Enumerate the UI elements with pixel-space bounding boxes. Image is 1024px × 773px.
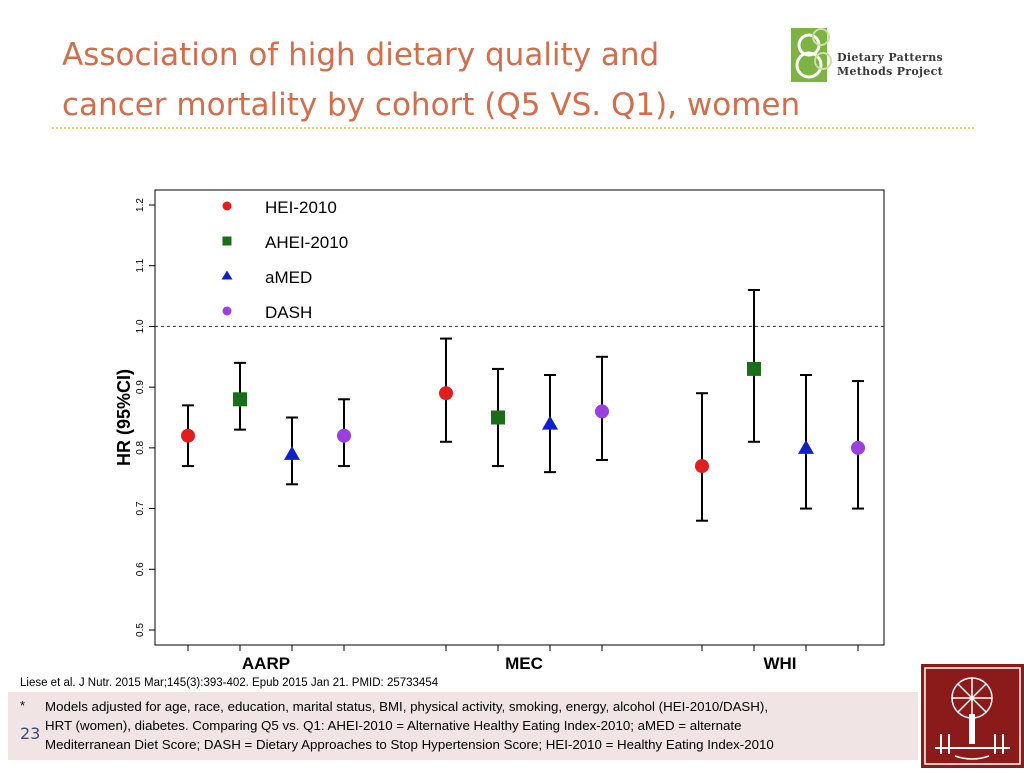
x-category-label: MEC xyxy=(505,654,543,673)
legend-item: DASH xyxy=(222,303,312,322)
y-tick-label: 0.9 xyxy=(135,380,146,394)
data-point xyxy=(491,367,505,468)
point-marker xyxy=(181,428,195,443)
point-marker xyxy=(798,439,814,454)
legend-marker xyxy=(222,201,232,211)
data-point xyxy=(695,392,709,522)
data-point xyxy=(542,374,558,474)
palmetto-seal-icon xyxy=(924,667,1021,765)
y-tick-label: 0.5 xyxy=(135,623,146,637)
x-category-label: AARP xyxy=(242,654,290,673)
data-point xyxy=(181,404,195,468)
legend-marker xyxy=(222,236,232,246)
x-category-label: WHI xyxy=(763,654,796,673)
slide-title-line-1: Association of high dietary quality and xyxy=(62,37,660,73)
legend-item: aMED xyxy=(221,268,312,287)
y-axis-label: HR (95%CI) xyxy=(114,369,134,466)
footnote-line-3: Mediterranean Diet Score; DASH = Dietary… xyxy=(45,737,774,752)
legend-label: AHEI-2010 xyxy=(265,233,348,252)
logo-text-line-2: Methods Project xyxy=(837,65,943,78)
logo-emblem-icon xyxy=(791,28,832,82)
y-tick-label: 0.8 xyxy=(135,440,146,454)
data-point xyxy=(851,380,865,510)
point-marker xyxy=(233,392,247,407)
point-marker xyxy=(695,459,709,474)
point-marker xyxy=(439,386,453,401)
legend-label: aMED xyxy=(265,268,312,287)
point-marker xyxy=(595,404,609,419)
data-point xyxy=(284,416,300,486)
dietary-patterns-logo: Dietary Patterns Methods Project xyxy=(789,25,969,85)
y-tick-label: 1.1 xyxy=(135,258,146,272)
legend-item: AHEI-2010 xyxy=(222,233,348,252)
point-marker xyxy=(542,415,558,430)
point-marker xyxy=(851,440,865,455)
footnote-marker: * xyxy=(20,698,26,713)
data-point xyxy=(595,355,609,461)
footnote-line-1: Models adjusted for age, race, education… xyxy=(45,699,769,714)
data-point xyxy=(233,361,247,431)
footnote-text: Models adjusted for age, race, education… xyxy=(45,697,915,754)
data-point xyxy=(798,374,814,510)
legend-marker xyxy=(221,270,233,280)
title-divider xyxy=(52,127,974,129)
point-marker xyxy=(337,428,351,443)
legend-label: DASH xyxy=(265,303,312,322)
forest-plot-chart: 0.5 0.6 0.7 0.8 0.9 1.0 1.1 1.2 HR (95%CI) AARP ME… xyxy=(114,189,885,673)
university-seal xyxy=(921,664,1024,768)
legend-item: HEI-2010 xyxy=(222,198,337,217)
y-tick-label: 0.7 xyxy=(135,501,146,515)
y-tick-label: 0.6 xyxy=(135,562,146,576)
data-point xyxy=(439,337,453,443)
data-point xyxy=(337,398,351,468)
legend-label: HEI-2010 xyxy=(265,198,337,217)
y-tick-label: 1.0 xyxy=(135,319,146,333)
plot-frame xyxy=(154,189,885,646)
data-point xyxy=(747,289,761,443)
footnote-box xyxy=(8,692,918,760)
citation: Liese et al. J Nutr. 2015 Mar;145(3):393… xyxy=(20,677,439,689)
slide-title: Association of high dietary quality and … xyxy=(62,30,822,130)
slide-number: 23 xyxy=(20,724,41,743)
point-marker xyxy=(284,445,300,460)
logo-text-line-1: Dietary Patterns xyxy=(837,51,943,64)
y-tick-label: 1.2 xyxy=(135,198,146,212)
point-marker xyxy=(747,361,761,376)
point-marker xyxy=(491,410,505,425)
footnote-line-2: HRT (women), diabetes. Comparing Q5 vs. … xyxy=(45,718,742,733)
legend-marker xyxy=(222,306,232,316)
slide-title-line-2: cancer mortality by cohort (Q5 VS. Q1), … xyxy=(62,87,801,123)
